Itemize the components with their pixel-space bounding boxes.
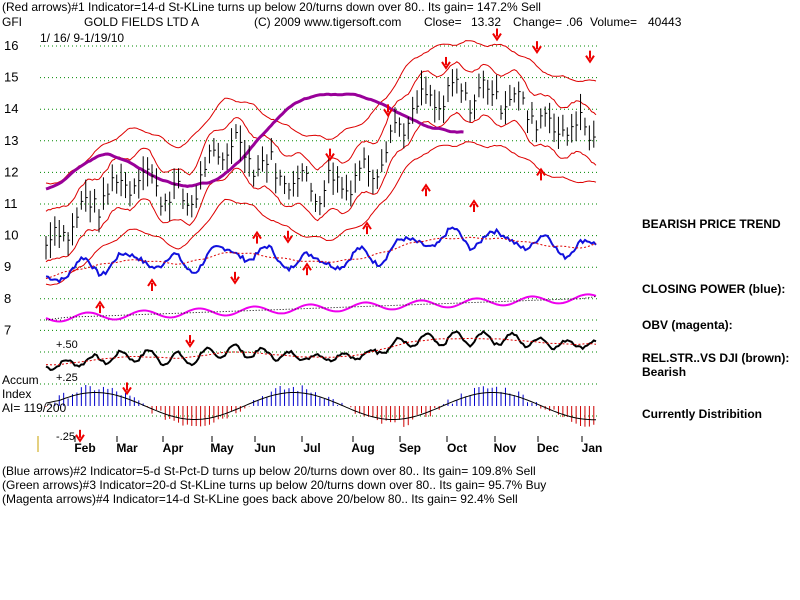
rel-str-ma	[45, 337, 597, 366]
close-label: Close=	[424, 15, 462, 29]
change-label: Change=	[513, 15, 563, 29]
sell-arrow-head	[75, 434, 85, 443]
symbol: GFI	[2, 15, 22, 29]
sell-arrow-head	[185, 339, 195, 348]
distribution-label: Currently Distribition	[642, 407, 763, 421]
y-tick-label: 9	[4, 259, 11, 274]
sell-arrow-head	[492, 32, 502, 42]
index-label: Index	[2, 387, 32, 401]
indicator-4-line: (Magenta arrows)#4 Indicator=14-d St-KLi…	[2, 492, 518, 506]
upper-band	[45, 40, 597, 185]
indicator-3-line: (Green arrows)#3 Indicator=20-d St-KLine…	[2, 478, 547, 492]
x-tick-label: Dec	[537, 441, 559, 455]
x-tick-label: Jun	[254, 441, 275, 455]
rel-str-value: Bearish	[642, 365, 687, 379]
x-tick-label: Sep	[399, 441, 421, 455]
x-tick-label: May	[210, 441, 234, 455]
bearish-trend-label: BEARISH PRICE TREND	[642, 217, 781, 231]
y-tick-label: 14	[4, 101, 18, 116]
obv-ma	[45, 295, 597, 321]
closing-power-ma	[45, 236, 597, 280]
change-value: .06	[566, 15, 583, 29]
sell-arrow-head	[122, 386, 132, 396]
obv-line	[45, 293, 597, 323]
buy-arrow-head	[469, 199, 479, 208]
inner-lower-band	[45, 111, 597, 263]
accum-ma	[45, 392, 596, 421]
buy-arrow-head	[536, 167, 546, 176]
closing-power-label: CLOSING POWER (blue):	[642, 282, 786, 296]
ai-value: AI= 119/200	[2, 401, 67, 415]
buy-arrow-head	[252, 230, 262, 240]
sell-arrow-head	[325, 153, 335, 162]
sell-arrow-head	[230, 276, 240, 285]
accum-plus25: +.25	[56, 372, 78, 384]
buy-arrow-head	[95, 300, 105, 309]
buy-arrow-head	[362, 221, 372, 230]
y-tick-label: 8	[4, 291, 11, 306]
rel-str-label: REL.STR..VS DJI (brown):	[642, 351, 790, 365]
accum-label: Accum	[2, 373, 39, 387]
accum-plus50: +.50	[56, 339, 78, 351]
x-tick-label: Mar	[116, 441, 138, 455]
y-tick-label: 13	[4, 133, 18, 148]
volume-value: 40443	[648, 15, 682, 29]
x-tick-label: Nov	[494, 441, 517, 455]
buy-arrow-head	[302, 262, 312, 271]
sell-arrow-head	[585, 55, 595, 64]
y-tick-label: 15	[4, 70, 18, 85]
x-tick-label: Jul	[303, 441, 320, 455]
volume-label: Volume=	[590, 15, 638, 29]
obv-label: OBV (magenta):	[642, 318, 733, 332]
date-range: 1/ 16/ 9-1/19/10	[40, 31, 125, 45]
y-tick-label: 10	[4, 228, 18, 243]
company-name: GOLD FIELDS LTD A	[84, 15, 200, 29]
lower-band	[45, 141, 597, 286]
x-tick-label: Oct	[447, 441, 467, 455]
sell-arrow-head	[283, 235, 293, 244]
y-tick-label: 12	[4, 164, 18, 179]
sell-arrow-head	[383, 108, 393, 118]
x-tick-label: Apr	[163, 441, 184, 455]
x-tick-label: Aug	[351, 441, 374, 455]
indicator-2-line: (Blue arrows)#2 Indicator=5-d St-Pct-D t…	[2, 464, 536, 478]
buy-arrow-head	[421, 183, 431, 192]
sell-arrow-head	[441, 61, 451, 70]
rel-str-line	[45, 329, 597, 371]
buy-arrow-head	[147, 278, 157, 287]
indicator-1-line: (Red arrows)#1 Indicator=14-d St-KLine t…	[2, 0, 541, 14]
inner-upper-band	[45, 61, 597, 212]
x-tick-label: Feb	[74, 441, 95, 455]
y-tick-label: 16	[4, 38, 18, 53]
y-tick-label: 7	[4, 322, 11, 337]
close-value: 13.32	[471, 15, 502, 29]
copyright: (C) 2009 www.tigersoft.com	[254, 15, 402, 29]
sell-arrow-head	[532, 45, 542, 54]
x-tick-label: Jan	[582, 441, 603, 455]
y-tick-label: 11	[4, 196, 18, 211]
moving-average	[45, 92, 464, 191]
accum-minus25: -.25	[56, 431, 75, 443]
